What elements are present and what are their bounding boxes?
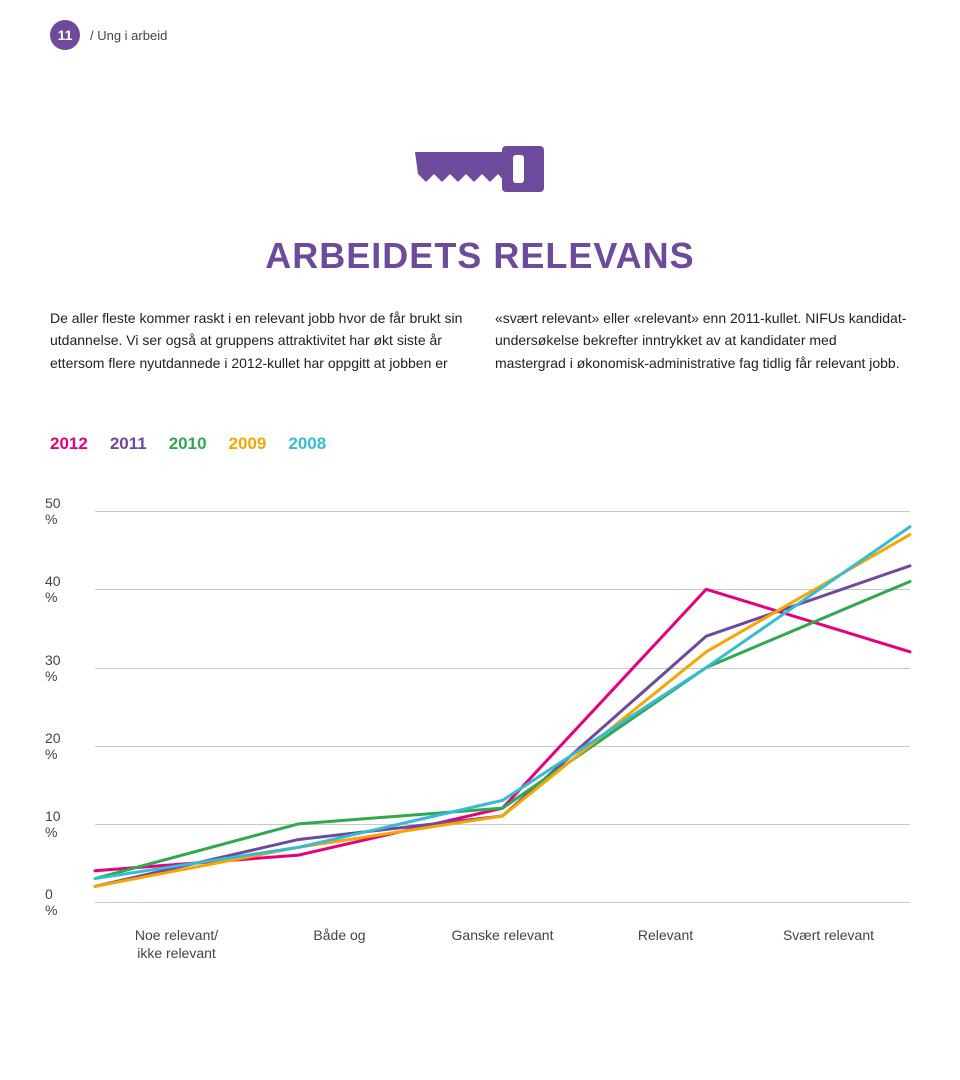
- body-text: De aller fleste kommer raskt i en releva…: [50, 307, 910, 374]
- legend-item: 2010: [169, 434, 207, 454]
- body-right: «svært relevant» eller «relevant» enn 20…: [495, 307, 910, 374]
- saw-icon: [410, 140, 550, 220]
- x-axis-label: Ganske relevant: [421, 926, 584, 962]
- x-axis-label: Relevant: [584, 926, 747, 962]
- page-title: ARBEIDETS RELEVANS: [50, 235, 910, 277]
- page-header: 11 / Ung i arbeid: [50, 20, 910, 50]
- chart-line-2008: [95, 527, 910, 879]
- y-axis-label: 10 %: [45, 808, 61, 840]
- y-axis-label: 30 %: [45, 652, 61, 684]
- gridline: [95, 902, 910, 903]
- body-left: De aller fleste kommer raskt i en releva…: [50, 307, 465, 374]
- y-axis-label: 40 %: [45, 573, 61, 605]
- page-number-badge: 11: [50, 20, 80, 50]
- x-axis-label: Både og: [258, 926, 421, 962]
- y-axis-label: 50 %: [45, 495, 61, 527]
- x-axis-label: Noe relevant/ ikke relevant: [95, 926, 258, 962]
- legend-item: 2008: [288, 434, 326, 454]
- x-axis-label: Svært relevant: [747, 926, 910, 962]
- chart-line-2009: [95, 535, 910, 887]
- legend-item: 2012: [50, 434, 88, 454]
- hero-section: ARBEIDETS RELEVANS: [50, 140, 910, 277]
- legend-item: 2011: [110, 434, 147, 454]
- y-axis-label: 20 %: [45, 730, 61, 762]
- breadcrumb: / Ung i arbeid: [90, 28, 167, 43]
- y-axis-label: 0 %: [45, 886, 57, 918]
- legend-item: 2009: [229, 434, 267, 454]
- line-chart: 0 %10 %20 %30 %40 %50 % Noe relevant/ ik…: [50, 472, 910, 962]
- chart-line-2010: [95, 582, 910, 879]
- chart-legend: 2012 2011 2010 2009 2008: [50, 434, 910, 454]
